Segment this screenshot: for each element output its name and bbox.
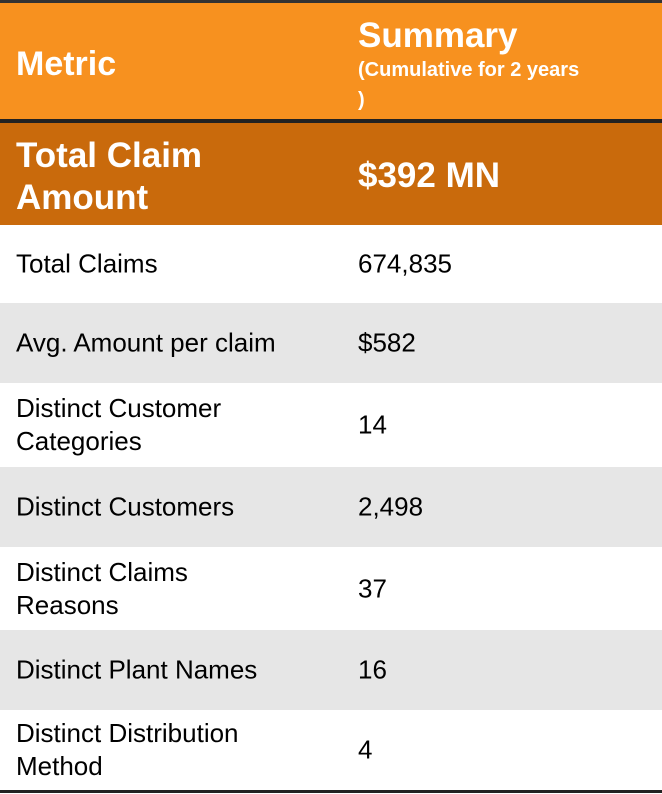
- metric-cell: Avg. Amount per claim: [16, 327, 276, 358]
- table-row: Total Claims 674,835: [0, 225, 662, 303]
- metric-cell: Distinct Customers: [16, 491, 235, 522]
- table-row: Distinct Plant Names 16: [0, 630, 662, 710]
- value-cell: 16: [358, 654, 387, 685]
- metric-cell: Distinct Plant Names: [16, 654, 258, 685]
- summary-column-header: Summary (Cumulative for 2 years ): [358, 17, 648, 115]
- value-cell: 674,835: [358, 248, 452, 279]
- table-bottom-border: [0, 790, 662, 793]
- total-claim-amount-row: Total Claim Amount $392 MN: [0, 119, 662, 225]
- summary-subtitle: (Cumulative for 2 years ): [358, 59, 580, 111]
- metric-column-header: Metric: [16, 45, 117, 83]
- metric-cell: Distinct Claims Reasons: [16, 556, 188, 620]
- table-row: Avg. Amount per claim $582: [0, 303, 662, 383]
- value-cell: $582: [358, 327, 416, 358]
- table-row: Distinct Claims Reasons 37: [0, 547, 662, 630]
- value-cell: 14: [358, 409, 387, 440]
- metric-cell: Distinct Distribution Method: [16, 718, 239, 781]
- table-row: Distinct Distribution Method 4: [0, 710, 662, 790]
- table-row: Distinct Customer Categories 14: [0, 383, 662, 467]
- value-cell: 2,498: [358, 491, 424, 522]
- table-header-row: Metric Summary (Cumulative for 2 years ): [0, 0, 662, 119]
- metric-cell: Distinct Customer Categories: [16, 393, 222, 456]
- value-cell: 4: [358, 734, 373, 765]
- summary-title: Summary: [358, 16, 518, 55]
- total-claim-amount-label: Total Claim Amount: [16, 136, 203, 217]
- metric-cell: Total Claims: [16, 248, 158, 279]
- table-row: Distinct Customers 2,498: [0, 467, 662, 547]
- total-claim-amount-value: $392 MN: [358, 156, 501, 195]
- value-cell: 37: [358, 573, 387, 603]
